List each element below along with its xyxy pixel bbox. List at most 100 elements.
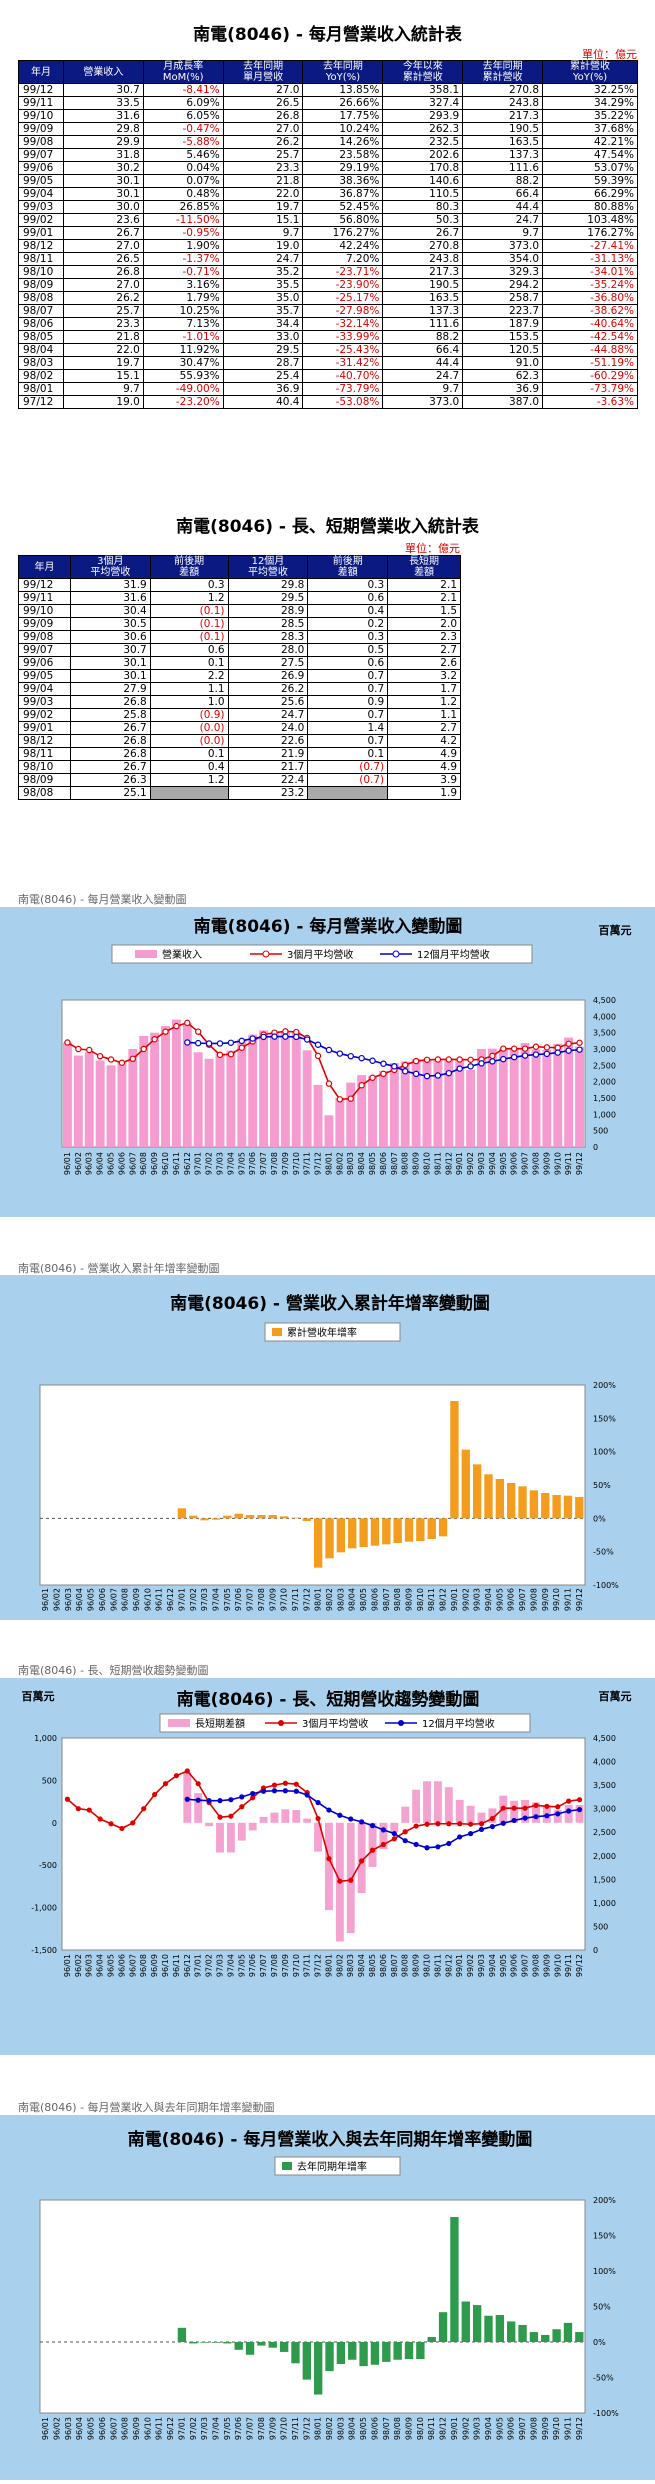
value-cell: 0.7 (307, 682, 389, 696)
chart3-x-tick-label: 98/01 (324, 1954, 333, 1977)
chart2-y-tick-label: 100% (593, 1448, 616, 1457)
chart3-12m-point (359, 1819, 365, 1825)
chart2-x-tick-label: 97/09 (268, 1588, 277, 1611)
value-cell: -38.62% (542, 304, 638, 318)
table-row: 98/07 25.7 10.25% 35.7 -27.98% 137.3 223.7 -38.… (18, 304, 638, 318)
table-row: 98/04 22.0 11.92% 29.5 -25.43% 66.4 120.5 -44.8… (18, 343, 638, 357)
chart3-12m-point (566, 1808, 572, 1814)
chart1-x-tick-label: 96/09 (150, 1152, 159, 1175)
chart4-bar (348, 2342, 357, 2360)
chart3-12m-point (555, 1811, 561, 1817)
table1-unit: 單位：億元 (582, 48, 637, 61)
table-row: 98/11 26.8 0.1 21.9 0.1 4.9 (18, 747, 461, 761)
table-row: 99/04 30.1 0.48% 22.0 36.87% 110.5 66.4 66.29% (18, 187, 638, 201)
chart1-12m-point (423, 1072, 431, 1080)
value-cell: 30.5 (69, 617, 151, 631)
value-cell: 47.54% (542, 148, 638, 162)
value-cell: -3.63% (542, 395, 638, 409)
chart2-x-tick-label: 98/11 (427, 1588, 436, 1611)
chart1-revenue-bar (498, 1048, 508, 1147)
chart3-3m-point (337, 1878, 343, 1884)
chart3-diff-bar (532, 1802, 540, 1823)
chart3-3m-point (250, 1795, 256, 1801)
value-cell: 23.3 (62, 317, 144, 331)
chart1-x-tick-label: 96/11 (172, 1152, 181, 1175)
chart1-3m-point (238, 1044, 245, 1051)
chart3-12m-point (282, 1788, 288, 1794)
month-cell: 98/09 (18, 773, 71, 787)
chart2-bar (325, 1518, 334, 1559)
chart2-legend-swatch (272, 1328, 282, 1336)
chart2-x-tick-label: 99/04 (484, 1588, 493, 1611)
chart4-x-tick-label: 96/01 (41, 2417, 50, 2440)
chart4-x-tick-label: 98/04 (348, 2417, 357, 2440)
chart1-12m-point (478, 1060, 485, 1067)
value-cell: 31.6 (69, 591, 151, 605)
value-cell: 29.8 (62, 122, 144, 136)
value-cell: 28.7 (222, 356, 304, 370)
chart4-x-tick-label: 96/07 (109, 2417, 118, 2440)
chart1-revenue-bar (542, 1049, 552, 1147)
value-cell: -0.47% (142, 122, 224, 136)
chart1-revenue-bar (389, 1063, 399, 1147)
chart1-legend-swatch-revenue (135, 950, 157, 958)
month-cell: 98/05 (18, 330, 64, 344)
chart4-x-tick-label: 98/11 (427, 2417, 436, 2440)
chart1-x-tick-label: 96/04 (96, 1152, 105, 1175)
value-cell: 327.4 (382, 96, 464, 110)
chart4-plot-area (39, 2199, 586, 2414)
chart4-x-tick-label: 96/02 (53, 2417, 62, 2440)
chart3-x-tick-label: 98/04 (357, 1954, 366, 1977)
chart1-12m-point (391, 1063, 398, 1070)
value-cell: 52.45% (302, 200, 384, 214)
value-cell: -32.14% (302, 317, 384, 331)
chart1-revenue-bar (313, 1084, 323, 1147)
value-cell: 6.09% (142, 96, 224, 110)
value-cell: -51.19% (542, 356, 638, 370)
table-row: 99/08 29.9 -5.88% 26.2 14.26% 232.5 163.5 42.21… (18, 135, 638, 149)
chart1-revenue-bar (433, 1060, 443, 1147)
value-cell: 120.5 (462, 343, 544, 357)
value-cell: 270.8 (462, 83, 544, 97)
chart4-x-tick-label: 97/04 (211, 2417, 220, 2440)
chart1-title: 南電(8046) - 每月營業收入變動圖 (194, 916, 463, 937)
value-cell: 3.9 (387, 773, 461, 787)
value-cell: 26.9 (227, 669, 309, 683)
chart4-bar (359, 2342, 368, 2367)
chart3-12m-point (271, 1788, 278, 1794)
value-cell: 26.7 (62, 226, 144, 240)
chart1-x-tick-label: 97/01 (194, 1152, 203, 1175)
chart3-3m-point (119, 1825, 125, 1832)
chart2-x-tick-label: 96/06 (98, 1588, 107, 1611)
value-cell: 0.1 (149, 747, 229, 761)
value-cell: 23.6 (62, 213, 144, 227)
table-row: 99/11 31.6 1.2 29.5 0.6 2.1 (18, 591, 461, 605)
chart4-bar (302, 2342, 311, 2380)
value-cell: 111.6 (382, 317, 464, 331)
value-cell: 30.1 (62, 187, 144, 201)
value-cell: 28.9 (227, 604, 309, 618)
t1-header-6: 去年同期 累計營收 (462, 60, 544, 84)
chart4-x-tick-label: 99/01 (450, 2417, 459, 2440)
chart1-revenue-bar (95, 1060, 105, 1147)
value-cell: 373.0 (382, 395, 464, 409)
chart2-bar (257, 1515, 266, 1519)
chart2-x-tick-label: 96/10 (143, 1588, 152, 1611)
chart4-x-tick-label: 99/04 (484, 2417, 493, 2440)
value-cell: 26.7 (69, 760, 151, 774)
value-cell: 88.2 (462, 174, 544, 188)
value-cell: 140.6 (382, 174, 464, 188)
chart2-bar (245, 1515, 255, 1519)
chart3-unit-left: 百萬元 (22, 1689, 55, 1703)
t2-header-3: 12個月 平均營收 (227, 555, 309, 579)
chart3-diff-bar (248, 1822, 257, 1831)
chart3-12m-point (337, 1812, 343, 1818)
chart1-3m-point (467, 1056, 474, 1063)
chart3-3m-point (315, 1815, 321, 1822)
chart3-x-tick-label: 96/04 (96, 1954, 105, 1977)
value-cell: 19.7 (222, 200, 304, 214)
chart3-12m-point (184, 1796, 190, 1802)
value-cell: (0.1) (149, 617, 229, 631)
month-cell: 99/11 (18, 96, 64, 110)
value-cell: 26.66% (302, 96, 384, 110)
